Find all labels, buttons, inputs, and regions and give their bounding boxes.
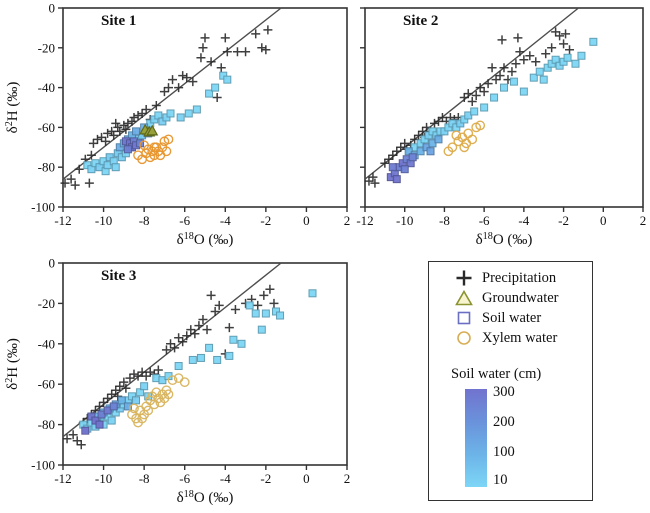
plus-marker-icon: [453, 268, 475, 288]
svg-text:-6: -6: [179, 213, 190, 228]
svg-text:-8: -8: [439, 213, 450, 228]
svg-text:-8: -8: [139, 213, 150, 228]
svg-text:-80: -80: [38, 160, 55, 175]
svg-text:δ2H (‰): δ2H (‰): [4, 82, 21, 134]
svg-text:δ18O (‰): δ18O (‰): [177, 231, 234, 248]
svg-text:-20: -20: [38, 40, 55, 55]
legend-label: Soil water: [482, 309, 542, 326]
svg-text:0: 0: [49, 256, 56, 271]
svg-text:-12: -12: [356, 213, 373, 228]
svg-text:-4: -4: [220, 471, 231, 486]
svg-text:-40: -40: [38, 336, 55, 351]
svg-text:Site 2: Site 2: [403, 13, 438, 29]
triangle-marker-icon: [453, 288, 475, 308]
svg-text:-8: -8: [139, 471, 150, 486]
svg-text:-12: -12: [54, 471, 71, 486]
svg-text:-2: -2: [260, 213, 271, 228]
colorbar-tick: 10: [493, 472, 508, 488]
svg-text:-60: -60: [38, 377, 55, 392]
svg-text:2: 2: [344, 471, 351, 486]
svg-text:δ18O (‰): δ18O (‰): [476, 231, 533, 248]
legend-item-precipitation: Precipitation: [429, 268, 592, 288]
svg-text:-60: -60: [38, 120, 55, 135]
colorbar-tick: 200: [493, 414, 515, 430]
svg-text:-2: -2: [260, 471, 271, 486]
colorbar-tick-labels: 300 200 100 10: [493, 384, 543, 490]
soil-depth-colorbar: [465, 389, 487, 487]
svg-text:2: 2: [640, 213, 647, 228]
circle-marker-icon: [453, 328, 475, 348]
colorbar-title: Soil water (cm): [451, 366, 542, 382]
svg-text:0: 0: [600, 213, 607, 228]
legend-label: Xylem water: [482, 329, 558, 346]
svg-text:-10: -10: [95, 471, 112, 486]
legend-label: Precipitation: [482, 269, 557, 286]
svg-text:0: 0: [49, 1, 56, 16]
colorbar-tick: 100: [493, 444, 515, 460]
legend-item-soil-water: Soil water: [429, 308, 592, 328]
svg-text:δ2H (‰): δ2H (‰): [4, 338, 21, 390]
svg-text:-6: -6: [479, 213, 490, 228]
svg-text:-6: -6: [179, 471, 190, 486]
svg-text:-20: -20: [38, 296, 55, 311]
svg-text:2: 2: [344, 213, 351, 228]
svg-text:-100: -100: [31, 200, 55, 215]
colorbar-tick: 300: [493, 384, 515, 400]
svg-text:-40: -40: [38, 80, 55, 95]
scatter-plot-site-2: -12 -10 -8 -6 -4 -2 0 2 Site 2 δ18O (‰): [356, 7, 647, 248]
square-marker-icon: [453, 308, 475, 328]
svg-text:-10: -10: [396, 213, 413, 228]
svg-text:-4: -4: [220, 213, 231, 228]
svg-text:-4: -4: [518, 213, 529, 228]
svg-text:-10: -10: [95, 213, 112, 228]
svg-text:δ18O (‰): δ18O (‰): [177, 489, 234, 506]
svg-text:0: 0: [303, 471, 310, 486]
svg-text:-100: -100: [31, 458, 55, 473]
svg-text:0: 0: [303, 213, 310, 228]
svg-text:-12: -12: [54, 213, 71, 228]
legend-box: Precipitation Groundwater Soil water Xyl…: [428, 261, 593, 501]
svg-text:Site 1: Site 1: [101, 13, 136, 29]
legend-item-xylem-water: Xylem water: [429, 328, 592, 348]
colorbar-wrap: 300 200 100 10: [465, 384, 575, 490]
legend-rows: Precipitation Groundwater Soil water Xyl…: [429, 262, 592, 348]
svg-text:Site 3: Site 3: [101, 268, 136, 284]
svg-text:-80: -80: [38, 417, 55, 432]
svg-text:-2: -2: [558, 213, 569, 228]
legend-item-groundwater: Groundwater: [429, 288, 592, 308]
legend-label: Groundwater: [482, 289, 559, 306]
